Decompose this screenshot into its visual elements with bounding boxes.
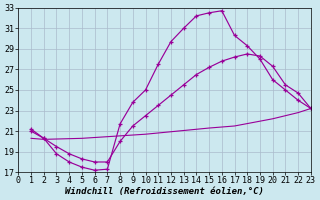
X-axis label: Windchill (Refroidissement éolien,°C): Windchill (Refroidissement éolien,°C) bbox=[65, 187, 264, 196]
